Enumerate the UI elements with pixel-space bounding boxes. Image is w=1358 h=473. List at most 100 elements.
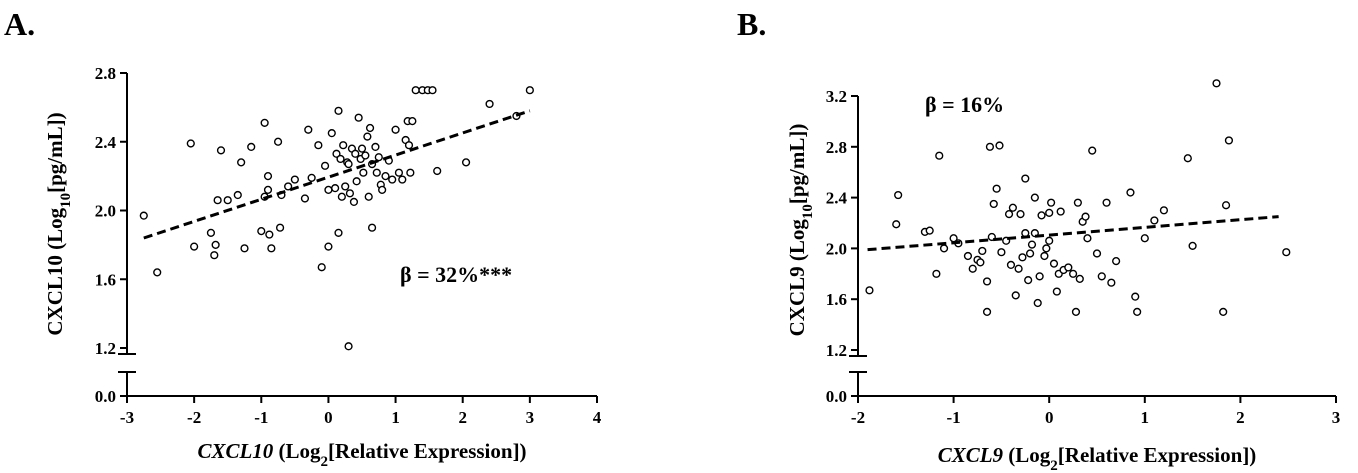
data-point: [223, 196, 232, 205]
y-tick-label: 2.8: [826, 138, 847, 157]
y-tick-label: 2.4: [826, 189, 848, 208]
data-point: [968, 264, 977, 273]
data-point: [408, 117, 417, 126]
x-tick-label: 3: [526, 408, 535, 427]
data-point: [153, 268, 162, 277]
data-point: [892, 220, 901, 229]
data-point: [1073, 198, 1082, 207]
data-point: [378, 185, 387, 194]
x-tick-label: 1: [391, 408, 400, 427]
data-point: [1112, 257, 1121, 266]
data-point: [932, 269, 941, 278]
data-point: [1092, 249, 1102, 258]
data-point: [247, 142, 256, 152]
axes-cxcl9: [849, 96, 1336, 397]
data-point: [351, 149, 360, 158]
data-point: [1018, 253, 1027, 262]
data-point: [985, 142, 995, 151]
data-point: [371, 142, 380, 152]
data-point: [260, 118, 269, 127]
data-point: [324, 242, 333, 251]
data-point: [1049, 259, 1059, 268]
data-point: [388, 175, 397, 184]
x-tick-label: 2: [458, 408, 467, 427]
data-point: [1035, 272, 1044, 281]
data-point: [237, 158, 246, 167]
data-point: [339, 141, 348, 150]
data-point: [989, 199, 998, 209]
y-tick-label: 2.8: [95, 64, 116, 83]
data-point: [976, 258, 985, 267]
data-point: [331, 184, 340, 193]
x-tick-label: 0: [324, 408, 333, 427]
data-point: [978, 246, 987, 256]
data-point: [314, 141, 323, 150]
data-point: [240, 244, 249, 253]
data-point: [374, 153, 383, 162]
data-point: [1045, 236, 1054, 245]
beta-annotation: β = 32%***: [400, 262, 512, 287]
y-tick-label: 3.2: [826, 87, 847, 106]
data-point: [1064, 263, 1073, 272]
data-point: [367, 223, 377, 232]
data-point: [300, 194, 310, 203]
data-point: [1024, 276, 1033, 285]
data-point: [336, 154, 345, 164]
data-point: [1052, 287, 1061, 296]
x-tick-label: -1: [947, 408, 961, 427]
data-point: [963, 251, 973, 261]
data-point: [290, 175, 299, 184]
data-point: [982, 307, 992, 317]
data-point: [341, 182, 350, 191]
data-point: [525, 86, 534, 95]
data-point: [1219, 307, 1228, 317]
data-point: [213, 196, 222, 205]
data-point: [997, 248, 1006, 257]
data-point: [925, 226, 934, 235]
data-point: [1027, 240, 1037, 249]
data-point: [334, 228, 343, 237]
data-point: [273, 137, 283, 146]
x-axis-title: CXCL10 (Log2[Relative Expression]): [197, 439, 526, 470]
data-point: [307, 173, 316, 182]
data-point: [1088, 146, 1097, 155]
x-tick-label: 0: [1045, 408, 1054, 427]
data-point: [372, 168, 381, 177]
data-point: [210, 251, 219, 260]
data-point: [327, 129, 336, 138]
data-point: [359, 168, 368, 177]
data-point: [1047, 198, 1056, 207]
data-point: [1133, 307, 1142, 317]
data-point: [1224, 136, 1234, 145]
data-point: [1040, 251, 1049, 261]
data-point: [1140, 234, 1149, 243]
y-tick-label: 1.2: [826, 341, 847, 360]
x-tick-label: -1: [254, 408, 268, 427]
data-point: [211, 240, 220, 249]
data-point: [344, 342, 353, 351]
data-point: [275, 223, 285, 232]
data-point: [304, 125, 313, 134]
data-point: [1071, 307, 1081, 317]
data-point: [391, 125, 400, 134]
data-point: [361, 151, 370, 160]
data-point: [1016, 210, 1025, 219]
data-point: [1159, 206, 1169, 215]
data-point: [1068, 269, 1078, 278]
data-point: [332, 149, 341, 158]
x-tick-label: -3: [120, 408, 134, 427]
data-point: [406, 168, 415, 177]
data-point: [428, 86, 437, 95]
labels-cxcl9: β = 16% CXCL9 (Log10[pg/mL]) CXCL9 (Log2[R…: [785, 92, 1256, 473]
data-point: [265, 230, 274, 239]
data-point: [1025, 249, 1035, 258]
data-point: [1014, 264, 1023, 273]
points-cxcl9: [865, 79, 1291, 317]
data-point: [320, 161, 330, 170]
data-point: [939, 244, 949, 253]
data-point: [1081, 212, 1090, 221]
data-point: [317, 263, 326, 272]
data-point: [404, 141, 414, 150]
